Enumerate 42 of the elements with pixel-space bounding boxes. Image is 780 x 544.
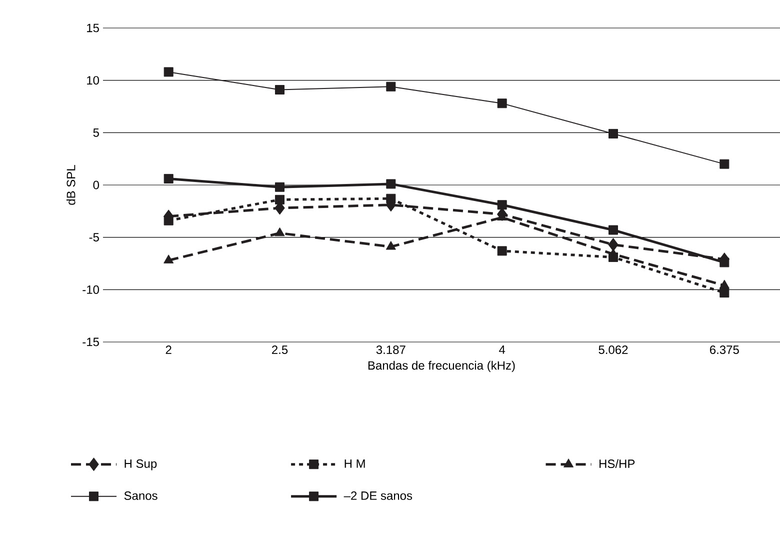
point <box>164 174 174 184</box>
y-tick-label: 15 <box>87 24 99 32</box>
legend-label: HS/HP <box>600 459 635 468</box>
x-tick-label: 6.375 <box>710 346 739 354</box>
y-tick-label: -10 <box>82 285 100 294</box>
point <box>386 240 396 250</box>
y-tick-label: -5 <box>89 233 99 242</box>
point <box>275 182 285 192</box>
y-tick-label: -15 <box>82 338 99 346</box>
point <box>720 288 730 298</box>
point <box>386 82 396 92</box>
point <box>164 67 174 77</box>
y-tick-label: 5 <box>93 128 99 137</box>
point <box>608 238 618 252</box>
x-tick-label: 2 <box>166 346 172 354</box>
point <box>164 254 174 264</box>
legend-label: Sanos <box>124 491 158 500</box>
y-tick-label: 0 <box>93 180 100 190</box>
x-tick-label: 2.5 <box>272 346 288 354</box>
point <box>497 200 507 210</box>
point <box>720 258 730 268</box>
legend-label: H M <box>344 459 365 468</box>
y-axis-title: dB SPL <box>66 165 76 205</box>
x-tick-label: 4 <box>499 346 506 354</box>
point <box>386 179 396 189</box>
point <box>275 194 285 204</box>
y-tick-label: 10 <box>87 76 100 85</box>
point <box>497 246 507 256</box>
legend-label: –2 DE sanos <box>344 491 412 500</box>
x-axis-title: Bandas de frecuencia (kHz) <box>368 360 515 372</box>
x-tick-label: 5.062 <box>598 346 628 354</box>
point <box>164 216 174 226</box>
point <box>720 159 730 169</box>
x-tick-label: 3.187 <box>376 346 406 354</box>
point <box>497 98 507 108</box>
point <box>386 194 396 204</box>
legend-label: H Sup <box>124 459 157 470</box>
point <box>274 227 285 236</box>
point <box>608 128 618 138</box>
point <box>719 280 730 288</box>
point <box>608 225 618 235</box>
point <box>275 85 285 94</box>
